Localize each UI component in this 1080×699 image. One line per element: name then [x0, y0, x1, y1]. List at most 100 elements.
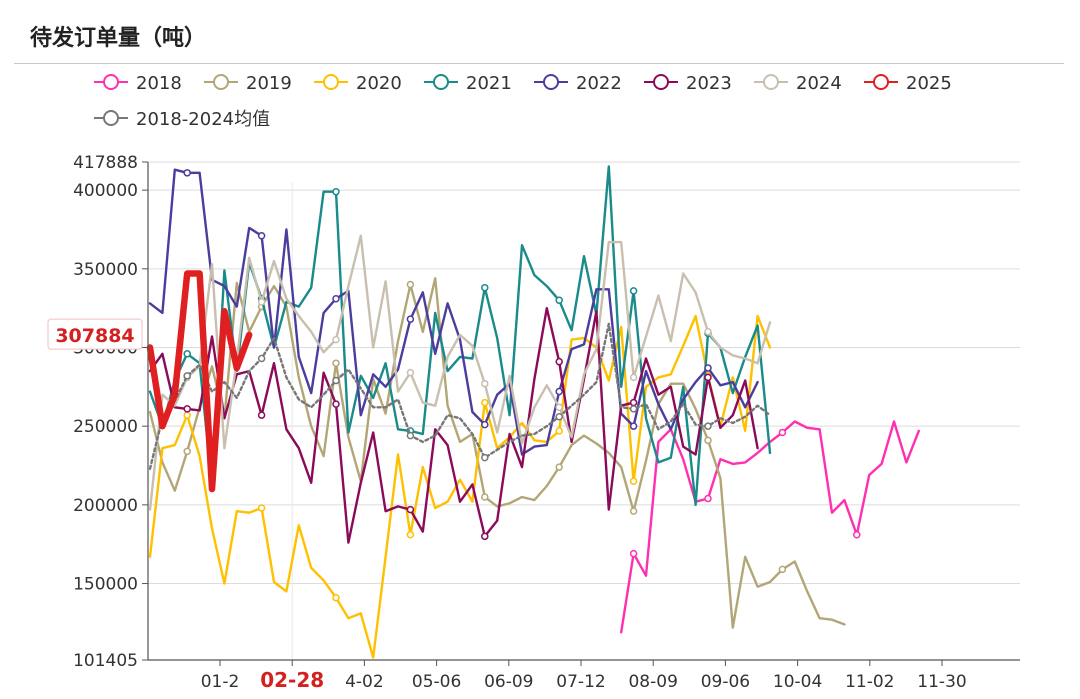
- chart-gridlines: [148, 161, 1020, 660]
- series-point: [555, 463, 563, 471]
- series-line-2020: [148, 314, 772, 659]
- series-point: [555, 403, 563, 412]
- series-point: [629, 287, 638, 295]
- series-point: [257, 354, 266, 363]
- legend-label-2018: 2018: [136, 73, 182, 94]
- series-point: [332, 335, 340, 344]
- series-line-2023: [148, 307, 759, 544]
- y-tick-label: 250000: [73, 417, 138, 437]
- series-point: [332, 187, 340, 196]
- series-point: [629, 507, 638, 515]
- series-point: [481, 453, 489, 462]
- series-point: [555, 357, 563, 366]
- series-point: [406, 280, 415, 289]
- page-title: 待发订单量（吨）: [30, 26, 207, 51]
- series-point: [704, 494, 712, 503]
- series-point: [183, 372, 191, 380]
- series-point: [778, 565, 787, 574]
- legend-marker-2022: [543, 74, 559, 90]
- series-point: [183, 405, 191, 413]
- series-point: [555, 387, 563, 396]
- series-point: [332, 376, 340, 385]
- x-tick-label: 08-09: [628, 672, 677, 692]
- series-point: [257, 504, 266, 512]
- series-point: [778, 428, 787, 437]
- legend-marker-2024: [763, 74, 779, 90]
- legend-label-average: 2018-2024均值: [136, 109, 270, 130]
- series-point: [406, 315, 415, 323]
- legend-label-2020: 2020: [356, 73, 402, 94]
- series-point: [704, 373, 712, 382]
- series-line-2019: [148, 277, 846, 629]
- series-point: [481, 398, 489, 407]
- series-point: [481, 420, 489, 429]
- legend-label-2025: 2025: [906, 73, 952, 94]
- series-point: [332, 400, 340, 408]
- legend-marker-2019: [213, 74, 229, 90]
- series-point: [853, 531, 861, 539]
- series-point: [481, 532, 489, 541]
- y-tick-label: 200000: [73, 496, 138, 516]
- series-point: [257, 232, 266, 240]
- x-tick-label: 4-02: [345, 672, 384, 692]
- series-point: [332, 593, 340, 602]
- y-tick-label: 417888: [73, 153, 138, 173]
- x-tick-label: 11-02: [845, 672, 894, 692]
- series-point: [629, 398, 638, 407]
- series-point: [406, 505, 415, 514]
- series-point: [257, 411, 266, 419]
- series-point: [332, 294, 340, 303]
- series-point: [183, 411, 191, 419]
- series-point: [183, 447, 191, 456]
- series-point: [629, 373, 638, 382]
- x-tick-label: 02-28: [260, 668, 324, 692]
- series-point: [555, 427, 563, 435]
- legend-label-2023: 2023: [686, 73, 732, 94]
- series-point: [629, 477, 638, 486]
- series-point: [704, 422, 712, 430]
- legend-marker-2021: [433, 74, 449, 90]
- series-point: [704, 364, 712, 372]
- y-tick-label: 350000: [73, 260, 138, 280]
- series-point: [406, 431, 415, 440]
- series-point: [481, 379, 489, 388]
- chart-axes: 1014051500002000002500003000003500004000…: [47, 153, 1020, 692]
- y-tick-label: 150000: [73, 575, 138, 595]
- series-line-2018-2024均值: [148, 322, 772, 470]
- legend-label-2024: 2024: [796, 73, 842, 94]
- y-tick-label: 101405: [73, 651, 138, 671]
- series-point: [704, 436, 712, 445]
- legend-marker-2018: [103, 74, 119, 90]
- legend-marker-2025: [873, 74, 889, 90]
- x-tick-label: 11-30: [917, 672, 966, 692]
- legend-marker-average: [103, 110, 119, 126]
- series-line-2024: [148, 234, 772, 511]
- series-point: [704, 328, 712, 336]
- series-line-2025: [146, 270, 253, 493]
- x-tick-label: 01-2: [201, 672, 240, 692]
- chart-series: [146, 165, 920, 659]
- series-point: [555, 412, 563, 421]
- x-tick-label: 06-09: [484, 672, 533, 692]
- series-point: [629, 549, 638, 558]
- series-point: [332, 359, 340, 367]
- series-point: [555, 296, 563, 305]
- legend-label-2021: 2021: [466, 73, 512, 94]
- series-point: [257, 298, 266, 306]
- legend-marker-2020: [323, 74, 339, 90]
- value-marker-box: [47, 318, 143, 350]
- series-point: [629, 405, 638, 413]
- value-marker-label: 307884: [55, 325, 134, 347]
- y-tick-label: 400000: [73, 181, 138, 201]
- title-divider: [14, 63, 1064, 64]
- x-tick-label: 07-12: [556, 672, 605, 692]
- x-tick-label: 05-06: [412, 672, 461, 692]
- legend-marker-2023: [653, 74, 669, 90]
- series-point: [406, 368, 415, 377]
- series-point: [481, 283, 489, 292]
- series-point: [481, 493, 489, 501]
- legend-label-2022: 2022: [576, 73, 622, 94]
- series-point: [629, 422, 638, 430]
- x-tick-label: 10-04: [773, 672, 822, 692]
